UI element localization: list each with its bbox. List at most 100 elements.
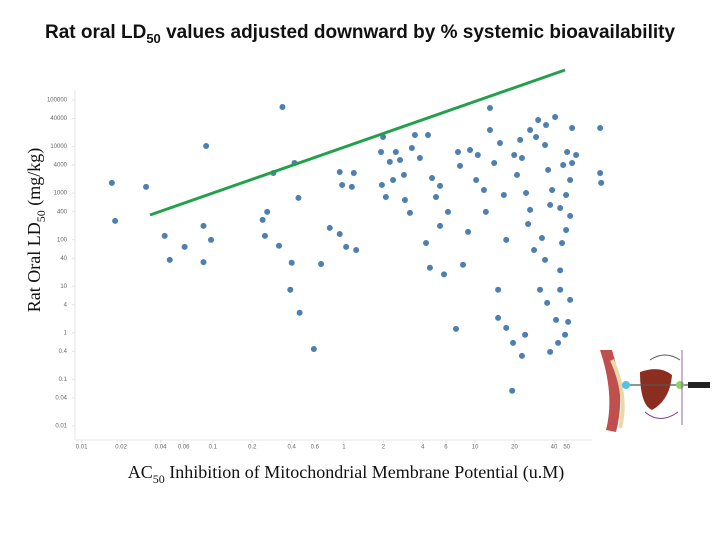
- y-tick-label: 0.1: [59, 377, 68, 383]
- inset-arrow: [649, 354, 681, 361]
- data-point: [527, 206, 534, 213]
- y-tick-label: 0.4: [59, 349, 68, 355]
- data-point: [500, 191, 507, 198]
- data-point: [336, 230, 343, 237]
- x-label-text: AC: [128, 462, 153, 482]
- data-point: [482, 208, 489, 215]
- data-point: [495, 286, 502, 293]
- data-point: [423, 239, 430, 246]
- data-point: [343, 243, 350, 250]
- y-tick-label: 40: [60, 256, 67, 262]
- y-label-subscript: 50: [34, 210, 48, 222]
- x-tick-label: 6: [444, 445, 448, 451]
- data-point: [296, 309, 303, 316]
- data-point: [547, 201, 554, 208]
- data-point: [411, 132, 418, 139]
- data-point: [181, 243, 188, 250]
- y-tick-label: 0.04: [55, 396, 67, 402]
- data-point: [518, 154, 525, 161]
- data-point: [108, 179, 115, 186]
- x-tick-label: 10: [472, 445, 479, 451]
- x-tick-label: 0.04: [155, 445, 167, 451]
- data-point: [557, 286, 564, 293]
- data-point: [555, 339, 562, 346]
- data-point: [560, 161, 567, 168]
- inset-diagram: [592, 342, 716, 442]
- data-point: [533, 133, 540, 140]
- data-point: [382, 193, 389, 200]
- data-point: [567, 176, 574, 183]
- title-subscript: 50: [146, 31, 160, 46]
- x-tick-label: 50: [563, 445, 570, 451]
- x-tick-label: 40: [551, 445, 558, 451]
- data-point: [406, 209, 413, 216]
- y-tick-label: 4: [64, 302, 68, 308]
- data-point: [452, 325, 459, 332]
- data-point: [426, 264, 433, 271]
- data-point: [401, 196, 408, 203]
- data-point: [467, 146, 474, 153]
- x-tick-label: 2: [382, 445, 386, 451]
- inset-node: [676, 381, 684, 389]
- data-point: [480, 186, 487, 193]
- y-tick-label: 40000: [50, 116, 67, 122]
- data-point: [429, 174, 436, 181]
- data-point: [523, 189, 530, 196]
- data-point: [264, 208, 271, 215]
- data-point: [437, 182, 444, 189]
- data-point: [495, 314, 502, 321]
- y-tick-label: 10000: [50, 144, 67, 150]
- y-tick-label: 1: [64, 330, 68, 336]
- data-point: [288, 259, 295, 266]
- data-point: [259, 216, 266, 223]
- x-tick-label: 0.06: [178, 445, 190, 451]
- data-point: [517, 136, 524, 143]
- data-point: [143, 183, 150, 190]
- data-point: [161, 232, 168, 239]
- y-label-text: Rat Oral LD: [24, 222, 44, 312]
- data-point: [509, 387, 516, 394]
- data-point: [553, 316, 560, 323]
- data-point: [542, 256, 549, 263]
- data-point: [565, 318, 572, 325]
- data-point: [166, 256, 173, 263]
- data-point: [510, 339, 517, 346]
- data-point: [444, 208, 451, 215]
- y-tick-label: 10: [60, 284, 67, 290]
- reference-line: [149, 68, 566, 217]
- data-point: [390, 176, 397, 183]
- data-point: [326, 224, 333, 231]
- data-point: [454, 148, 461, 155]
- title-text: values adjusted downward by % systemic b…: [161, 22, 676, 43]
- data-point: [486, 126, 493, 133]
- data-point: [518, 352, 525, 359]
- data-point: [261, 232, 268, 239]
- inset-wall: [610, 359, 625, 429]
- x-tick-label: 0.6: [311, 445, 320, 451]
- data-point: [513, 171, 520, 178]
- data-point: [392, 148, 399, 155]
- x-tick-label: 20: [511, 445, 518, 451]
- data-point: [535, 117, 542, 124]
- data-point: [511, 151, 518, 158]
- x-tick-label: 0.2: [248, 445, 257, 451]
- x-label-subscript: 50: [153, 472, 165, 486]
- data-point: [474, 151, 481, 158]
- data-point: [536, 286, 543, 293]
- data-point: [543, 121, 550, 128]
- y-tick-label: 0.01: [55, 424, 67, 430]
- data-point: [310, 345, 317, 352]
- data-point: [531, 247, 538, 254]
- data-point: [522, 331, 529, 338]
- data-point: [491, 159, 498, 166]
- data-point: [200, 259, 207, 266]
- data-point: [563, 226, 570, 233]
- data-point: [569, 124, 576, 131]
- y-tick-label: 4000: [54, 163, 68, 169]
- inset-liver: [640, 369, 672, 410]
- x-tick-label: 4: [421, 445, 425, 451]
- data-point: [473, 176, 480, 183]
- data-point: [559, 239, 566, 246]
- data-point: [386, 158, 393, 165]
